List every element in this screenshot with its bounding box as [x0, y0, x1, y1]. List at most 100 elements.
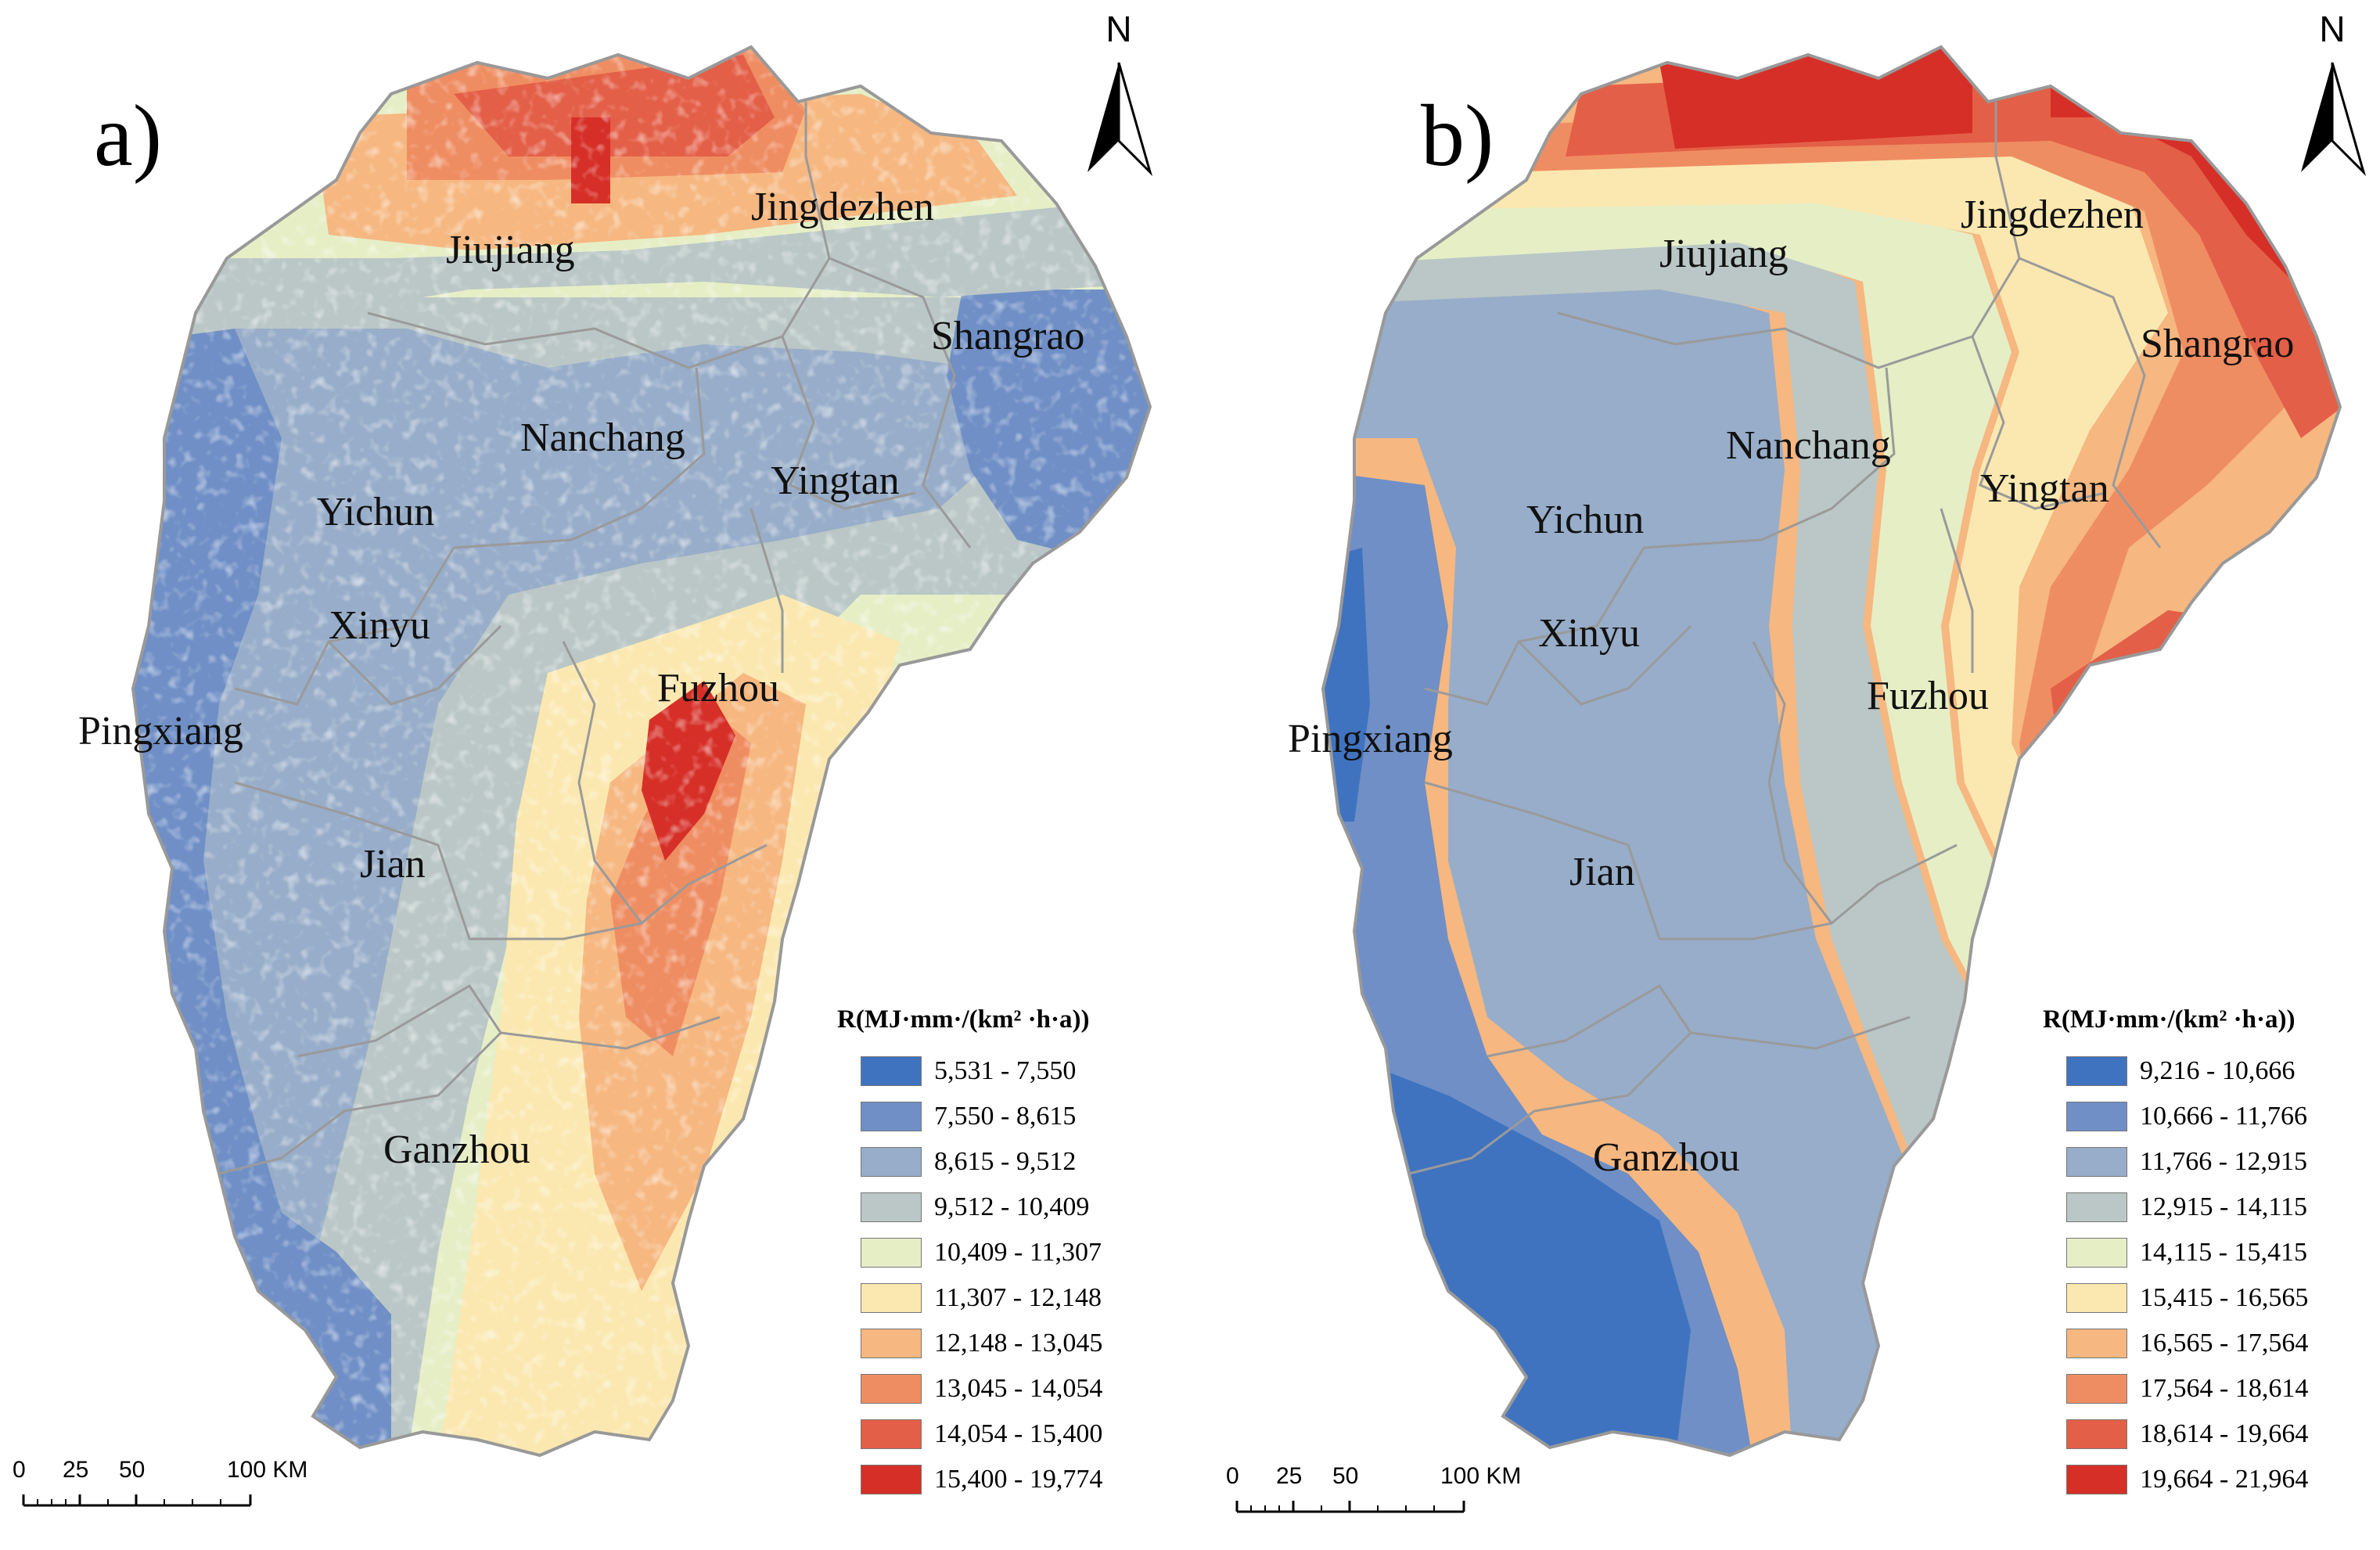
legend-item: 19,664 - 21,964	[2043, 1457, 2308, 1502]
legend-item: 18,614 - 19,664	[2043, 1412, 2308, 1457]
city-label-fuzhou: Fuzhou	[1867, 674, 1989, 718]
legend-label: 7,550 - 8,615	[934, 1102, 1077, 1131]
scale-bar-graphic	[1235, 1501, 1465, 1513]
city-label-shangrao: Shangrao	[931, 314, 1085, 358]
scale-label-50: 50	[119, 1457, 146, 1483]
legend-swatch	[861, 1374, 922, 1404]
legend-title-a: R(MJ·mm·/(km² ·h·a))	[837, 1005, 1090, 1034]
scale-label-100km: 100 KM	[1440, 1463, 1522, 1489]
city-label-nanchang: Nanchang	[520, 415, 685, 460]
legend-item: 13,045 - 14,054	[837, 1366, 1102, 1412]
legend-item: 15,415 - 16,565	[2043, 1275, 2308, 1321]
north-letter-b: N	[2319, 9, 2346, 49]
legend-swatch	[861, 1283, 922, 1313]
legend-label: 13,045 - 14,054	[934, 1374, 1103, 1403]
legend-swatch	[861, 1465, 922, 1494]
legend-item: 15,400 - 19,774	[837, 1457, 1102, 1502]
province-map-a	[131, 45, 1152, 1458]
legend-item: 14,054 - 15,400	[837, 1412, 1102, 1457]
legend-label: 9,512 - 10,409	[934, 1192, 1090, 1221]
panel-a-label: a)	[94, 88, 163, 185]
legend-swatch	[2066, 1465, 2127, 1494]
legend-rows-a: 5,531 - 7,550 7,550 - 8,615 8,615 - 9,512 9…	[837, 1048, 1102, 1502]
legend-swatch	[2066, 1419, 2127, 1449]
legend-label: 8,615 - 9,512	[934, 1147, 1077, 1176]
legend-item: 11,307 - 12,148	[837, 1275, 1102, 1321]
map-panel-b: b) N Jiujiang Jingdezhen Shangrao Nancha…	[1190, 0, 2380, 1550]
legend-swatch	[861, 1056, 922, 1086]
city-label-yichun: Yichun	[1526, 498, 1645, 542]
legend-swatch	[861, 1329, 922, 1358]
city-label-jingdezhen: Jingdezhen	[1961, 192, 2144, 237]
north-arrow-icon	[1088, 62, 1153, 177]
legend-label: 5,531 - 7,550	[934, 1056, 1077, 1085]
legend-label: 19,664 - 21,964	[2140, 1465, 2309, 1494]
legend-label: 12,915 - 14,115	[2140, 1192, 2308, 1221]
legend-swatch	[2066, 1192, 2127, 1222]
scale-bar-b: 0 25 50 100 KM	[1221, 1463, 1550, 1526]
legend-label: 15,400 - 19,774	[934, 1465, 1103, 1494]
legend-swatch	[861, 1102, 922, 1131]
north-arrow-a: N	[1072, 8, 1166, 180]
legend-a: R(MJ·mm·/(km² ·h·a)) 5,531 - 7,550 7,550 …	[837, 1005, 1102, 1502]
legend-label: 10,409 - 11,307	[934, 1238, 1102, 1267]
legend-swatch	[861, 1192, 922, 1222]
city-label-yichun: Yichun	[317, 490, 435, 534]
legend-swatch	[2066, 1283, 2127, 1313]
city-label-jian: Jian	[1569, 850, 1635, 894]
city-label-ganzhou: Ganzhou	[383, 1127, 530, 1172]
legend-item: 17,564 - 18,614	[2043, 1366, 2308, 1412]
scale-label-100km: 100 KM	[227, 1457, 308, 1483]
legend-label: 11,766 - 12,915	[2140, 1147, 2308, 1176]
legend-swatch	[2066, 1056, 2127, 1086]
legend-item: 5,531 - 7,550	[837, 1048, 1102, 1094]
legend-label: 11,307 - 12,148	[934, 1283, 1102, 1312]
scale-label-0: 0	[1226, 1463, 1239, 1489]
panel-b-label: b)	[1421, 88, 1494, 185]
legend-title-b: R(MJ·mm·/(km² ·h·a))	[2043, 1005, 2296, 1034]
legend-label: 17,564 - 18,614	[2140, 1374, 2309, 1403]
scale-label-25: 25	[1276, 1463, 1303, 1489]
legend-swatch	[2066, 1329, 2127, 1358]
city-label-shangrao: Shangrao	[2141, 322, 2295, 366]
scale-label-25: 25	[63, 1457, 89, 1483]
legend-swatch	[2066, 1238, 2127, 1268]
city-label-jingdezhen: Jingdezhen	[751, 185, 934, 229]
city-label-fuzhou: Fuzhou	[657, 666, 779, 710]
north-letter-a: N	[1106, 9, 1132, 49]
city-label-yingtan: Yingtan	[1980, 466, 2109, 511]
legend-item: 8,615 - 9,512	[837, 1139, 1102, 1185]
legend-item: 10,666 - 11,766	[2043, 1094, 2308, 1139]
legend-swatch	[2066, 1374, 2127, 1404]
north-arrow-icon	[2301, 62, 2367, 177]
city-label-jian: Jian	[360, 842, 426, 886]
legend-item: 14,115 - 15,415	[2043, 1230, 2308, 1275]
legend-label: 9,216 - 10,666	[2140, 1056, 2296, 1085]
city-label-xinyu: Xinyu	[1538, 611, 1640, 656]
legend-item: 12,915 - 14,115	[2043, 1185, 2308, 1230]
city-label-xinyu: Xinyu	[329, 603, 430, 648]
legend-label: 14,054 - 15,400	[934, 1419, 1103, 1448]
legend-label: 18,614 - 19,664	[2140, 1419, 2309, 1448]
city-label-pingxiang: Pingxiang	[78, 709, 243, 753]
city-label-nanchang: Nanchang	[1726, 423, 1891, 468]
city-label-jiujiang: Jiujiang	[1659, 232, 1789, 276]
legend-label: 10,666 - 11,766	[2140, 1102, 2308, 1131]
scale-label-0: 0	[13, 1457, 26, 1483]
legend-swatch	[861, 1419, 922, 1449]
city-label-jiujiang: Jiujiang	[446, 228, 575, 272]
north-arrow-b: N	[2285, 8, 2379, 180]
scale-label-50: 50	[1332, 1463, 1359, 1489]
legend-label: 15,415 - 16,565	[2140, 1283, 2309, 1312]
scale-bar-graphic	[22, 1494, 252, 1507]
legend-label: 16,565 - 17,564	[2140, 1329, 2309, 1358]
city-label-pingxiang: Pingxiang	[1288, 717, 1453, 761]
legend-item: 12,148 - 13,045	[837, 1321, 1102, 1366]
legend-swatch	[2066, 1102, 2127, 1131]
map-panel-a: a) N Jiujiang Jingdezhen Shangrao Nancha…	[13, 8, 1166, 1507]
legend-item: 16,565 - 17,564	[2043, 1321, 2308, 1366]
legend-rows-b: 9,216 - 10,666 10,666 - 11,766 11,766 - 12…	[2043, 1048, 2308, 1502]
city-label-yingtan: Yingtan	[771, 459, 900, 503]
legend-swatch	[861, 1147, 922, 1177]
legend-swatch	[861, 1238, 922, 1268]
